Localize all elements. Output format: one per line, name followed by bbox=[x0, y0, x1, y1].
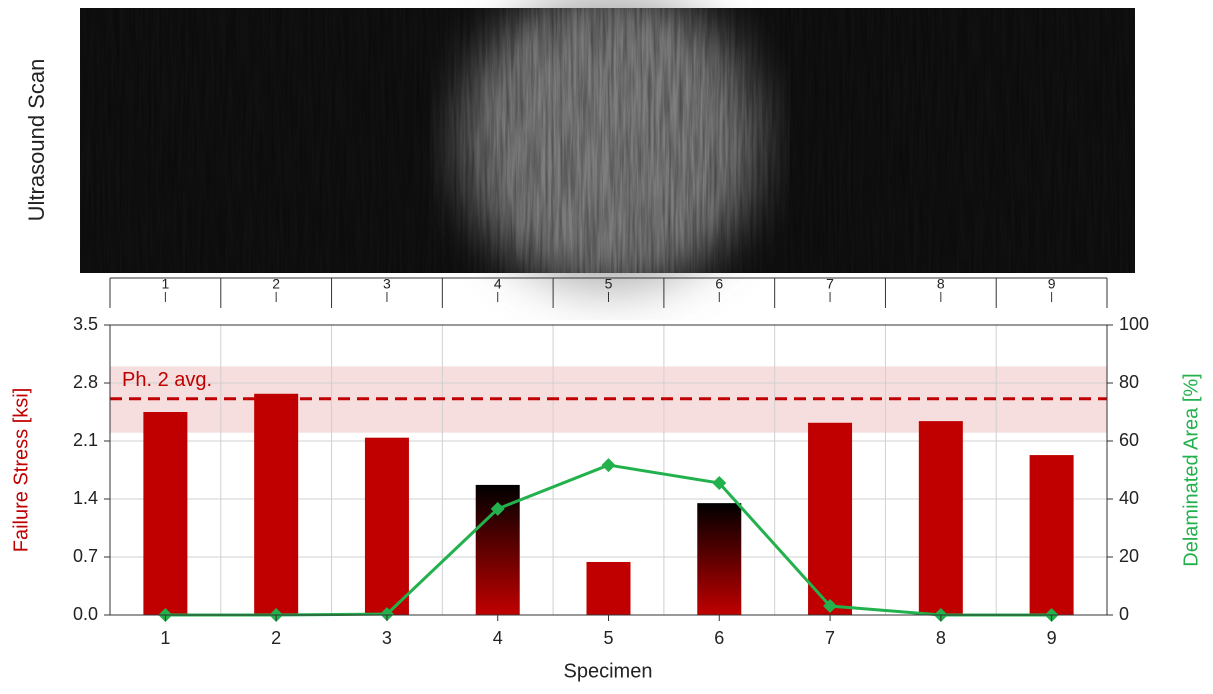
bar bbox=[586, 561, 631, 615]
x-tick-label: 2 bbox=[271, 628, 281, 648]
y-tick-label: 2.1 bbox=[73, 430, 98, 450]
x-tick-label: 5 bbox=[603, 628, 613, 648]
ruler-label: 1 bbox=[161, 276, 169, 292]
bar bbox=[918, 421, 963, 615]
ruler-label: 8 bbox=[937, 276, 945, 292]
ruler-label: 6 bbox=[715, 276, 723, 292]
marker bbox=[823, 599, 838, 614]
ruler-label: 3 bbox=[383, 276, 391, 292]
ruler-label: 7 bbox=[826, 276, 834, 292]
bar bbox=[254, 393, 299, 615]
bar bbox=[143, 412, 188, 615]
ultrasound-image bbox=[80, 0, 1135, 290]
y2-tick-label: 100 bbox=[1119, 314, 1149, 334]
x-tick-label: 4 bbox=[493, 628, 503, 648]
marker bbox=[601, 458, 616, 473]
ruler-label: 5 bbox=[605, 276, 613, 292]
y-tick-label: 3.5 bbox=[73, 314, 98, 334]
y2-tick-label: 80 bbox=[1119, 372, 1139, 392]
x-tick-label: 9 bbox=[1047, 628, 1057, 648]
x-tick-label: 8 bbox=[936, 628, 946, 648]
reference-label: Ph. 2 avg. bbox=[122, 369, 212, 391]
y-axis-title: Failure Stress [ksi] bbox=[10, 388, 32, 552]
ruler-label: 4 bbox=[494, 276, 502, 292]
marker bbox=[490, 501, 505, 516]
y-tick-label: 0.0 bbox=[73, 604, 98, 624]
y2-tick-label: 60 bbox=[1119, 430, 1139, 450]
y-tick-label: 1.4 bbox=[73, 488, 98, 508]
bar bbox=[697, 503, 742, 615]
y2-axis-title: Delaminated Area [%] bbox=[1180, 373, 1202, 566]
x-tick-label: 7 bbox=[825, 628, 835, 648]
marker bbox=[379, 607, 394, 622]
x-axis-title: Specimen bbox=[564, 660, 653, 682]
y-tick-label: 2.8 bbox=[73, 372, 98, 392]
y2-tick-label: 0 bbox=[1119, 604, 1129, 624]
y-tick-label: 0.7 bbox=[73, 546, 98, 566]
x-tick-label: 3 bbox=[382, 628, 392, 648]
bar bbox=[1029, 455, 1074, 615]
x-tick-label: 6 bbox=[714, 628, 724, 648]
ruler-label: 2 bbox=[272, 276, 280, 292]
ruler-label: 9 bbox=[1048, 276, 1056, 292]
y2-tick-label: 40 bbox=[1119, 488, 1139, 508]
marker bbox=[712, 476, 727, 491]
bar bbox=[364, 437, 409, 615]
image-label: Ultrasound Scan bbox=[24, 59, 49, 222]
y2-tick-label: 20 bbox=[1119, 546, 1139, 566]
bar bbox=[808, 422, 853, 615]
x-tick-label: 1 bbox=[160, 628, 170, 648]
